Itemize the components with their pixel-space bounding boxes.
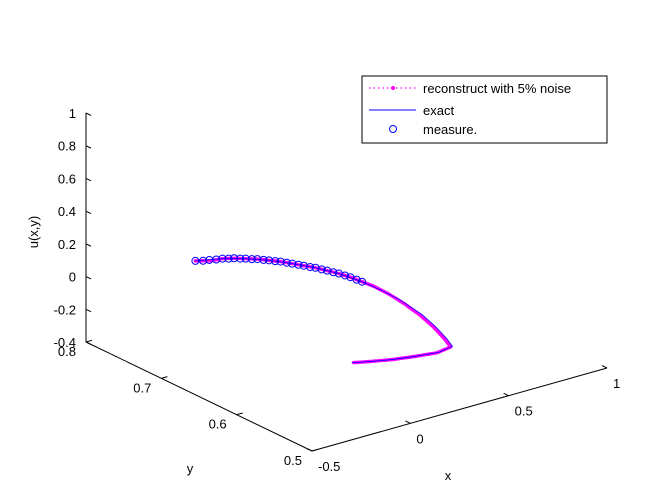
measure-point (259, 255, 268, 264)
legend-marker-reconstruct (391, 86, 395, 90)
measure-point (340, 271, 349, 280)
z-tick-label: 0.2 (58, 237, 76, 252)
y-axis-line (85, 341, 313, 452)
z-tick-label: -0.2 (54, 302, 76, 317)
measure-point (282, 258, 291, 267)
z-tick-label: 1 (69, 106, 76, 121)
x-tick-label: -0.5 (318, 459, 340, 474)
legend-label-measure: measure. (423, 122, 477, 137)
x-axis-line (311, 367, 608, 452)
tick-labels: -0.4 -0.2 0 0.2 0.4 0.6 0.8 1 0.5 0.6 0.7 0.8 -0.5 0 0… (54, 106, 621, 474)
z-tick (85, 341, 92, 345)
z-tick (85, 177, 92, 182)
legend-marker-measure (389, 125, 397, 133)
y-tick-label: 0.8 (58, 344, 76, 359)
x-tick-label: 0 (416, 431, 423, 446)
z-tick (85, 276, 92, 280)
y-tick-label: 0.7 (133, 380, 151, 395)
z-tick-label: 0.4 (58, 204, 76, 219)
measure-point (199, 256, 208, 265)
y-axis-title: y (187, 461, 194, 476)
measure-point (276, 257, 285, 266)
measure-point (299, 261, 308, 270)
legend-label-reconstruct: reconstruct with 5% noise (423, 81, 571, 96)
measure-point (271, 257, 280, 266)
measure-point (358, 277, 367, 286)
measure-point (236, 254, 245, 263)
measure-point (329, 268, 338, 277)
measure-point (230, 254, 239, 263)
z-tick-label: 0 (69, 270, 76, 285)
y-tick (311, 448, 319, 452)
y-tick-label: 0.5 (284, 453, 302, 468)
measure-point (247, 255, 256, 264)
measure-point (288, 259, 297, 268)
plot-area (191, 254, 454, 365)
x-tick-label: 0.5 (515, 404, 533, 419)
legend: reconstruct with 5% noise exact measure. (361, 75, 608, 144)
legend-label-exact: exact (423, 103, 454, 118)
x-tick (306, 448, 313, 452)
y-tick (161, 376, 168, 379)
y-tick-label: 0.6 (209, 417, 227, 432)
axes-frame (85, 113, 608, 452)
measure-point (317, 265, 326, 274)
z-tick-label: -0.4 (54, 335, 76, 350)
z-tick (85, 210, 92, 214)
measure-point (294, 260, 303, 269)
x-tick (601, 365, 608, 369)
measure-point (224, 254, 233, 263)
z-tick (85, 112, 92, 116)
z-tick (85, 308, 92, 313)
series-exact-line (195, 258, 454, 364)
tick-marks (85, 112, 608, 452)
z-tick (85, 145, 92, 149)
measure-point (218, 254, 227, 263)
x-tick (503, 392, 509, 397)
measure-point (191, 256, 200, 265)
measure-point (241, 254, 250, 263)
z-tick-label: 0.8 (58, 139, 76, 154)
y-tick (85, 339, 93, 343)
z-tick-label: 0.6 (58, 171, 76, 186)
measure-point (253, 255, 262, 264)
x-tick-label: 1 (613, 376, 620, 391)
x-axis-title: x (445, 468, 452, 483)
measure-point (352, 275, 361, 284)
measure-point (212, 255, 221, 264)
x-tick (405, 420, 411, 424)
y-tick (236, 412, 243, 416)
z-tick (85, 243, 92, 247)
measure-point (264, 256, 273, 265)
measure-point (306, 262, 315, 271)
z-axis-title: u(x,y) (26, 216, 41, 249)
